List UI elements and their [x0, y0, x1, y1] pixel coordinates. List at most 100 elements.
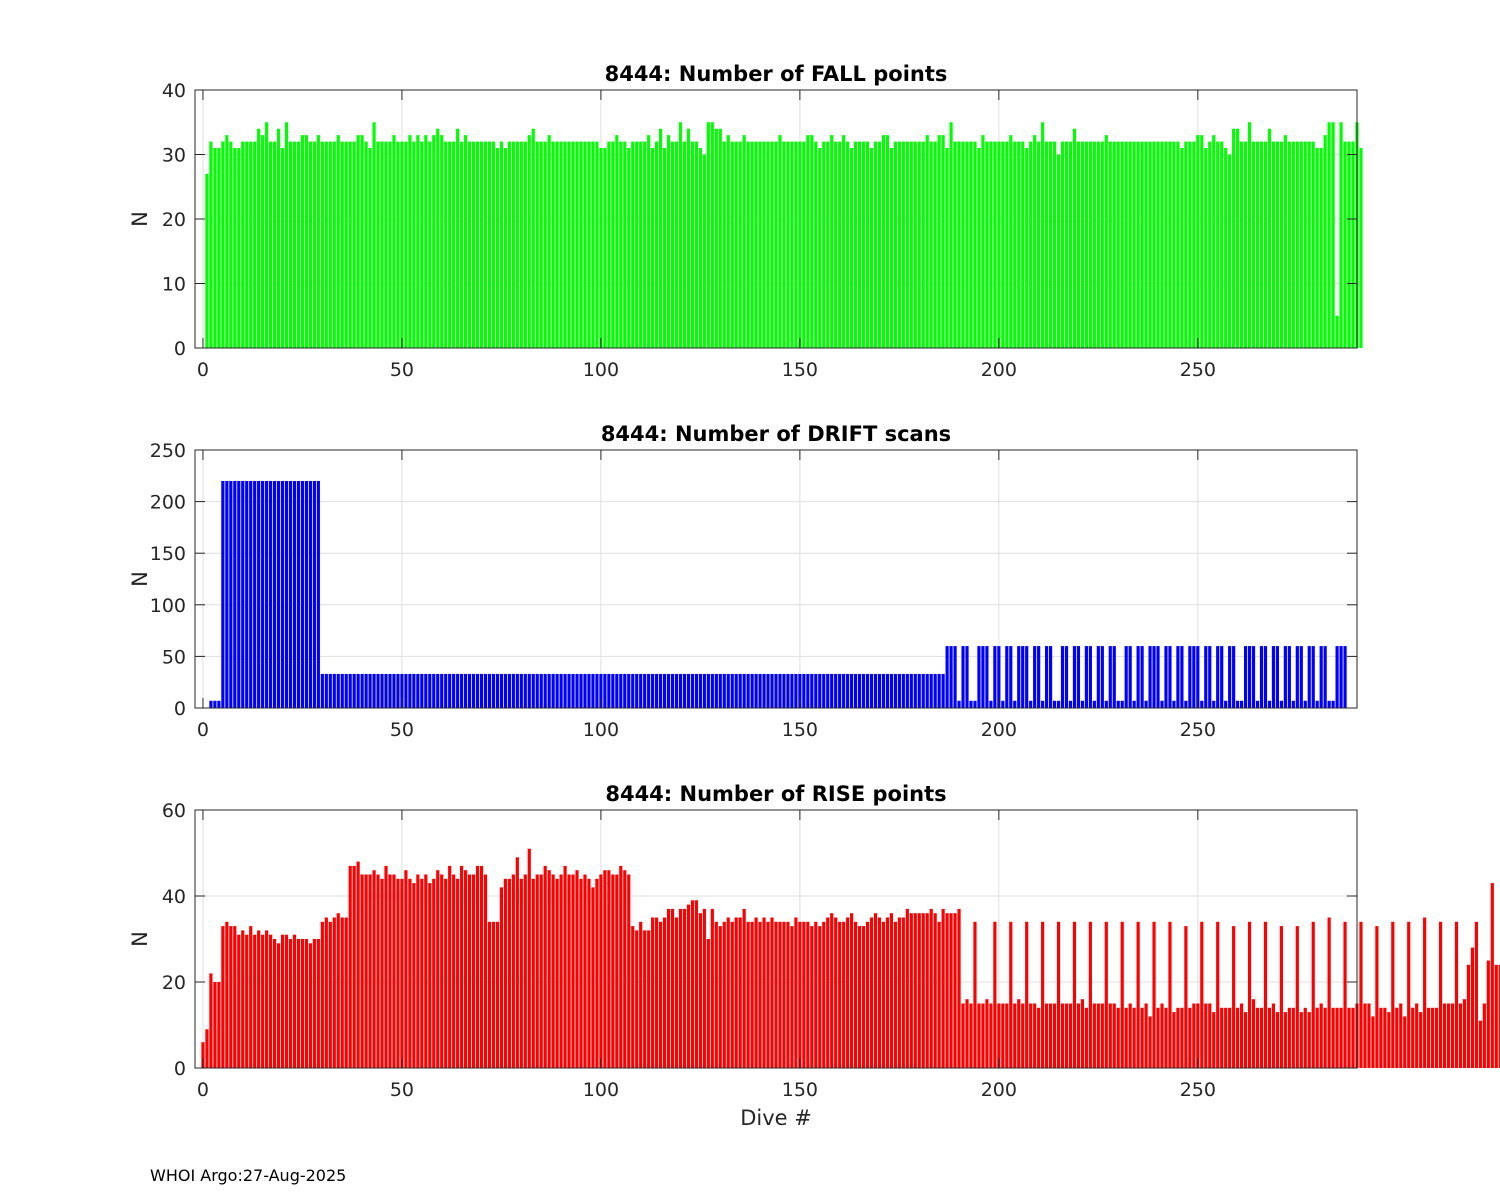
drift-bar [889, 673, 893, 708]
fall-bar [1128, 141, 1132, 348]
rise-bar [1192, 1003, 1196, 1068]
drift-bar [591, 673, 595, 708]
drift-bar [1112, 646, 1116, 708]
drift-bar [607, 673, 611, 708]
fall-bar [304, 135, 309, 348]
drift-bar [237, 480, 241, 708]
rise-bar [838, 921, 842, 1068]
drift-bar [444, 673, 448, 708]
drift-bar [662, 673, 667, 708]
drift-bar [881, 673, 886, 708]
drift-bar [1048, 646, 1053, 708]
fall-bar [710, 122, 714, 348]
rise-bar [945, 913, 949, 1068]
rise-bar [523, 874, 527, 1068]
drift-bar [1180, 646, 1184, 708]
drift-bar [1108, 646, 1112, 708]
fall-bar [1060, 141, 1065, 348]
drift-bar [1136, 646, 1140, 708]
rise-y-tick-label: 0 [174, 1058, 186, 1080]
fall-bar [1275, 141, 1280, 348]
fall-bar [1176, 141, 1180, 348]
drift-bar [1037, 646, 1041, 708]
rise-bar [1446, 1003, 1451, 1068]
fall-bar [969, 141, 973, 348]
rise-bar [1267, 1007, 1272, 1068]
rise-bar [1076, 1003, 1081, 1068]
drift-bar [440, 673, 444, 708]
fall-bar [651, 148, 655, 348]
rise-bar [949, 913, 953, 1068]
fall-bar [265, 122, 269, 348]
fall-x-tick-label: 250 [1180, 359, 1216, 381]
drift-bar [471, 673, 476, 708]
rise-bar [786, 921, 790, 1068]
rise-bar [269, 934, 273, 1068]
drift-bar [304, 480, 309, 708]
rise-bar [1462, 999, 1467, 1068]
rise-bar [615, 874, 619, 1068]
drift-bar [249, 480, 253, 708]
drift-bar [786, 673, 790, 708]
fall-bar [213, 148, 217, 348]
drift-bar [308, 480, 312, 708]
fall-bar [861, 141, 866, 348]
drift-bar [312, 480, 316, 708]
drift-bar [1303, 700, 1307, 708]
drift-axes-box [194, 449, 1358, 709]
rise-bar [340, 917, 344, 1068]
drift-bar [1204, 646, 1208, 708]
drift-bar [269, 480, 273, 708]
rise-bar [937, 921, 941, 1068]
rise-bar [1144, 1003, 1148, 1068]
fall-bar [487, 141, 492, 348]
rise-bar [670, 908, 675, 1068]
drift-bar [328, 673, 332, 708]
fall-bar [1041, 122, 1045, 348]
fall-y-tick-label: 40 [162, 80, 186, 102]
fall-bar [842, 135, 846, 348]
fall-bar [531, 128, 535, 348]
drift-bar [380, 673, 384, 708]
drift-bar [758, 673, 762, 708]
rise-bar [531, 878, 535, 1068]
drift-bar [432, 673, 436, 708]
drift-bar [1339, 646, 1343, 708]
rise-bar [639, 921, 643, 1068]
rise-bar [1072, 921, 1077, 1068]
fall-bar [1347, 141, 1351, 348]
fall-bar [1029, 141, 1033, 348]
drift-bar [1092, 700, 1096, 708]
fall-bar [1056, 154, 1061, 348]
rise-bar [993, 921, 997, 1068]
drift-bar [981, 646, 985, 708]
drift-bar [1104, 700, 1108, 708]
fall-bar [635, 141, 639, 348]
rise-x-tick-label: 250 [1180, 1079, 1216, 1101]
drift-bar [726, 673, 730, 708]
rise-bar [1212, 1012, 1216, 1068]
drift-bar [388, 673, 392, 708]
fall-bar [428, 141, 432, 348]
rise-bar [917, 913, 921, 1068]
drift-bar [1307, 646, 1311, 708]
rise-bar [292, 934, 297, 1068]
drift-bar [627, 673, 631, 708]
fall-bar [746, 141, 750, 348]
rise-bar [1427, 1007, 1431, 1068]
drift-bar [853, 673, 858, 708]
rise-bar [308, 943, 312, 1068]
rise-bar [901, 917, 905, 1068]
drift-bar [296, 480, 301, 708]
fall-bar [985, 141, 989, 348]
drift-bar [631, 673, 635, 708]
rise-bar [249, 926, 253, 1068]
fall-bar [1100, 141, 1104, 348]
rise-bar [834, 917, 838, 1068]
fall-bar [456, 128, 460, 348]
rise-bar [698, 913, 702, 1068]
fall-bar [814, 141, 818, 348]
fall-bar [611, 141, 615, 348]
rise-bar [436, 870, 440, 1068]
fall-bar [352, 141, 356, 348]
